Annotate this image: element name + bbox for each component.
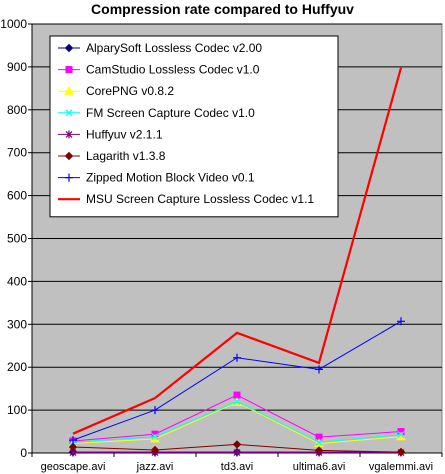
legend-label: Lagarith v1.3.8: [86, 149, 166, 163]
data-point-marker: [65, 130, 73, 139]
series-7: [72, 67, 403, 435]
legend-label: FM Screen Capture Codec v1.0: [86, 106, 255, 120]
data-point-marker: [397, 431, 405, 438]
y-tick-label: 1000: [0, 17, 27, 31]
y-tick-label: 0: [20, 446, 27, 460]
y-tick-label: 400: [7, 274, 27, 288]
legend-item: MSU Screen Capture Lossless Codec v1.1: [58, 192, 314, 206]
legend-item: AlparySoft Lossless Codec v2.00: [58, 41, 262, 55]
data-point-marker: [64, 43, 74, 53]
axes: 0 100 200 300 400 500 600 700 800 900 1000 geoscape…: [0, 17, 443, 473]
legend-item: FM Screen Capture Codec v1.0: [58, 106, 255, 120]
legend-label: AlparySoft Lossless Codec v2.00: [86, 41, 262, 55]
y-tick-label: 500: [7, 232, 27, 246]
data-point-marker: [396, 447, 406, 457]
x-tick-label: vgalemmi.avi: [369, 461, 433, 473]
x-tick-label: jazz.avi: [136, 461, 174, 473]
legend-label: MSU Screen Capture Lossless Codec v1.1: [86, 192, 314, 206]
legend-label: Zipped Motion Block Video v0.1: [86, 171, 255, 185]
data-point-marker: [65, 173, 73, 182]
data-point-marker: [151, 433, 159, 441]
x-tick-label: ultima6.avi: [293, 461, 346, 473]
x-tick-label: geoscape.avi: [41, 461, 106, 473]
legend: AlparySoft Lossless Codec v2.00 CamStudio…: [49, 35, 339, 218]
y-tick-label: 800: [7, 103, 27, 117]
data-point-marker: [232, 440, 242, 449]
legend-item: Huffyuv v2.1.1: [58, 127, 163, 141]
data-point-marker: [314, 446, 324, 455]
legend-box: [49, 35, 339, 218]
y-tick-label: 300: [7, 317, 27, 331]
data-point-marker: [315, 438, 323, 446]
legend-item: CorePNG v0.8.2: [58, 84, 174, 98]
legend-label: CorePNG v0.8.2: [86, 84, 174, 98]
y-tick-label: 100: [7, 403, 27, 417]
data-point-marker: [233, 353, 241, 362]
data-point-marker: [64, 86, 74, 95]
series-6: [69, 317, 405, 445]
data-point-marker: [64, 151, 74, 161]
data-point-marker: [233, 398, 241, 405]
data-point-marker: [233, 448, 241, 457]
data-point-marker: [69, 436, 77, 445]
data-point-marker: [65, 109, 73, 117]
series-layer: [68, 67, 406, 457]
legend-item: CamStudio Lossless Codec v1.0: [58, 63, 260, 77]
y-tick-label: 600: [7, 189, 27, 203]
data-point-marker: [397, 317, 405, 326]
data-point-marker: [68, 442, 78, 452]
y-tick-label: 700: [7, 146, 27, 160]
chart-title: Compression rate compared to Huffyuv: [91, 1, 354, 17]
y-tick-label: 200: [7, 360, 27, 374]
data-point-marker: [150, 445, 160, 455]
x-tick-label: td3.avi: [221, 461, 253, 473]
legend-item: Zipped Motion Block Video v0.1: [58, 171, 255, 185]
data-point-marker: [151, 406, 159, 415]
series-line: [72, 67, 403, 435]
data-point-marker: [65, 66, 73, 74]
legend-label: CamStudio Lossless Codec v1.0: [86, 63, 260, 77]
data-point-marker: [315, 365, 323, 374]
data-point-marker: [233, 391, 241, 399]
y-tick-label: 900: [7, 60, 27, 74]
legend-item: Lagarith v1.3.8: [58, 149, 166, 163]
legend-label: Huffyuv v2.1.1: [86, 127, 163, 141]
series-5: [68, 440, 406, 457]
